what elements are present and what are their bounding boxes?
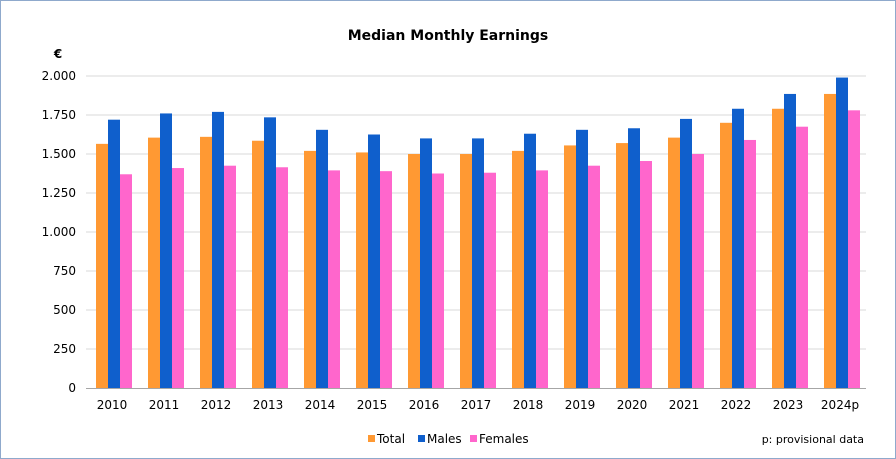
legend-swatch-females <box>470 435 477 442</box>
legend-label-males: Males <box>427 432 462 446</box>
y-tick-label: 1.500 <box>42 147 76 161</box>
bar-males-2023 <box>784 93 796 388</box>
x-tick-label: 2013 <box>253 398 284 412</box>
bar-males-2014 <box>316 129 328 388</box>
x-tick-label: 2012 <box>201 398 232 412</box>
bar-males-2013 <box>264 117 276 388</box>
bar-males-2011 <box>160 113 172 388</box>
bar-males-2021 <box>680 118 692 389</box>
bar-females-2021 <box>692 154 704 388</box>
y-tick-label: 0 <box>68 381 76 395</box>
bar-total-2014 <box>304 150 316 388</box>
legend-swatch-total <box>368 435 375 442</box>
x-tick-label: 2016 <box>409 398 440 412</box>
x-tick-label: 2020 <box>617 398 648 412</box>
bar-females-2018 <box>536 170 548 388</box>
x-tick-label: 2022 <box>721 398 752 412</box>
x-tick-label: 2015 <box>357 398 388 412</box>
bar-total-2023 <box>772 108 784 388</box>
bar-females-2011 <box>172 168 184 388</box>
y-tick-label: 250 <box>53 342 76 356</box>
bar-total-2018 <box>512 150 524 388</box>
bar-females-2016 <box>432 173 444 388</box>
bar-total-2020 <box>616 143 628 388</box>
bar-females-2019 <box>588 165 600 388</box>
bar-total-2011 <box>148 137 160 388</box>
x-tick-label: 2021 <box>669 398 700 412</box>
bar-females-2024p <box>848 110 860 388</box>
legend: Total Males Females <box>368 432 529 446</box>
bar-males-2019 <box>576 129 588 388</box>
bar-females-2013 <box>276 167 288 388</box>
bar-males-2010 <box>108 119 120 389</box>
x-tick-label: 2014 <box>305 398 336 412</box>
bar-total-2017 <box>460 154 472 388</box>
legend-label-females: Females <box>479 432 529 446</box>
x-tick-label: 2024p <box>821 398 859 412</box>
bar-males-2018 <box>524 133 536 388</box>
chart-title: Median Monthly Earnings <box>348 28 549 44</box>
bar-females-2015 <box>380 171 392 388</box>
bar-females-2010 <box>120 174 132 388</box>
bar-females-2012 <box>224 165 236 388</box>
y-tick-labels: 0 250 500 750 1.000 1.250 1.500 1.750 2.000 <box>42 69 76 395</box>
y-tick-label: 750 <box>53 264 76 278</box>
x-tick-label: 2010 <box>97 398 128 412</box>
bar-total-2024p <box>824 93 836 388</box>
x-tick-label: 2023 <box>773 398 804 412</box>
bar-females-2022 <box>744 139 756 388</box>
x-tick-label: 2011 <box>149 398 180 412</box>
bar-males-2016 <box>420 138 432 388</box>
y-tick-label: 1.750 <box>42 108 76 122</box>
bar-total-2012 <box>200 136 212 388</box>
bar-total-2019 <box>564 145 576 388</box>
bar-females-2023 <box>796 126 808 388</box>
y-tick-label: 500 <box>53 303 76 317</box>
x-tick-label: 2018 <box>513 398 544 412</box>
x-tick-labels: 2010 2011 2012 2013 2014 2015 2016 2017 2018 2019… <box>97 398 859 412</box>
bar-total-2013 <box>252 140 264 388</box>
bar-total-2022 <box>720 122 732 389</box>
x-tick-label: 2017 <box>461 398 492 412</box>
bar-males-2022 <box>732 108 744 388</box>
y-axis-unit: € <box>53 47 62 61</box>
bar-males-2020 <box>628 128 640 388</box>
bar-males-2017 <box>472 138 484 388</box>
y-tick-label: 1.000 <box>42 225 76 239</box>
legend-swatch-males <box>418 435 425 442</box>
bar-females-2020 <box>640 161 652 388</box>
bar-males-2015 <box>368 134 380 388</box>
legend-label-total: Total <box>376 432 405 446</box>
bar-total-2015 <box>356 152 368 388</box>
bar-total-2021 <box>668 137 680 388</box>
provisional-note: p: provisional data <box>762 433 864 446</box>
bar-females-2017 <box>484 172 496 388</box>
bar-total-2016 <box>408 154 420 388</box>
y-tick-label: 2.000 <box>42 69 76 83</box>
bar-females-2014 <box>328 170 340 388</box>
y-tick-label: 1.250 <box>42 186 76 200</box>
bars <box>96 77 860 389</box>
bar-males-2024p <box>836 77 848 388</box>
bar-total-2010 <box>96 143 108 388</box>
bar-males-2012 <box>212 111 224 388</box>
x-tick-label: 2019 <box>565 398 596 412</box>
